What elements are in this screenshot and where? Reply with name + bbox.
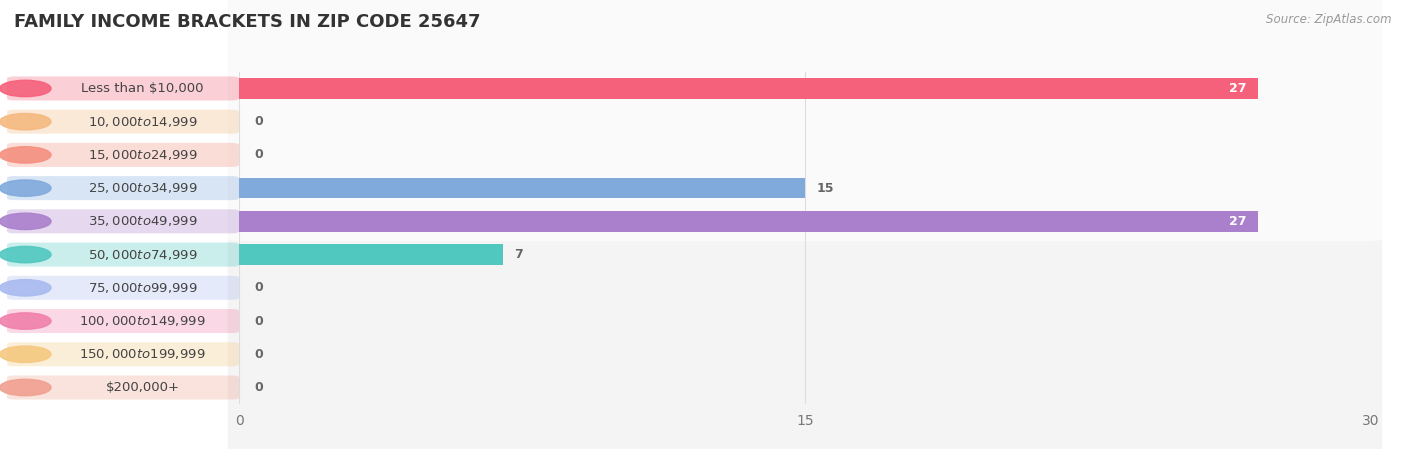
Text: $200,000+: $200,000+ (105, 381, 180, 394)
Text: 7: 7 (515, 248, 523, 261)
Text: $10,000 to $14,999: $10,000 to $14,999 (87, 114, 198, 129)
Text: 27: 27 (1229, 215, 1246, 228)
Text: $25,000 to $34,999: $25,000 to $34,999 (87, 181, 198, 195)
Text: Source: ZipAtlas.com: Source: ZipAtlas.com (1267, 13, 1392, 26)
Text: $75,000 to $99,999: $75,000 to $99,999 (87, 281, 198, 295)
Text: 15: 15 (817, 182, 834, 194)
Text: FAMILY INCOME BRACKETS IN ZIP CODE 25647: FAMILY INCOME BRACKETS IN ZIP CODE 25647 (14, 13, 481, 31)
Text: 0: 0 (254, 282, 263, 294)
Text: $15,000 to $24,999: $15,000 to $24,999 (87, 148, 198, 162)
Text: 0: 0 (254, 348, 263, 361)
FancyBboxPatch shape (228, 0, 1382, 241)
Bar (239, 178, 804, 198)
Text: 0: 0 (254, 315, 263, 327)
Text: $50,000 to $74,999: $50,000 to $74,999 (87, 247, 198, 262)
Text: 0: 0 (254, 381, 263, 394)
Bar (239, 211, 1257, 232)
Text: 0: 0 (254, 115, 263, 128)
Text: $35,000 to $49,999: $35,000 to $49,999 (87, 214, 198, 229)
FancyBboxPatch shape (228, 235, 1382, 449)
Bar (239, 78, 1257, 99)
Text: Less than $10,000: Less than $10,000 (82, 82, 204, 95)
Text: 27: 27 (1229, 82, 1246, 95)
Bar (239, 244, 503, 265)
Text: 0: 0 (254, 149, 263, 161)
Text: $100,000 to $149,999: $100,000 to $149,999 (80, 314, 205, 328)
Text: $150,000 to $199,999: $150,000 to $199,999 (80, 347, 205, 361)
